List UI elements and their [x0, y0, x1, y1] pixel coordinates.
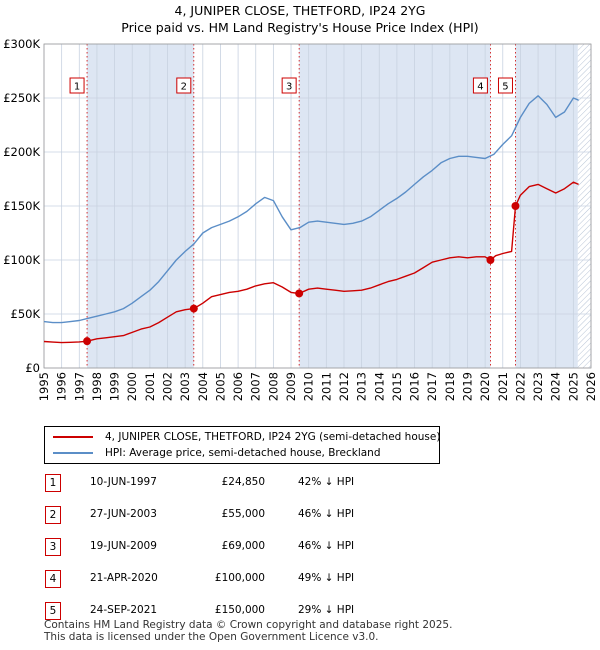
- y-tick-label: £300K: [3, 37, 40, 51]
- sale-price: £150,000: [214, 604, 265, 616]
- sale-date: 19-JUN-2009: [90, 540, 157, 552]
- sale-label-box: [281, 77, 297, 94]
- property-price-line: [43, 181, 579, 344]
- sale-label: 2: [181, 82, 187, 93]
- y-tick-label: £200K: [3, 145, 40, 159]
- x-tick-label: 2018: [443, 372, 457, 401]
- sale-hpi-diff: 29% ↓ HPI: [298, 604, 355, 616]
- sale-label: 3: [286, 82, 292, 93]
- sale-hpi-diff: 46% ↓ HPI: [298, 540, 355, 552]
- sale-date: 24-SEP-2021: [90, 604, 158, 616]
- x-tick-label: 2025: [566, 372, 580, 401]
- sale-price: £69,000: [221, 540, 265, 552]
- x-tick-label: 2020: [478, 372, 492, 401]
- x-tick-label: 2022: [513, 372, 527, 401]
- sale-number-badge: 5: [45, 602, 61, 620]
- x-tick-label: 2009: [284, 372, 298, 401]
- sale-label-box: [497, 77, 513, 94]
- sale-point: [295, 289, 304, 298]
- plot-frame: [43, 43, 592, 369]
- x-tick-label: 1998: [90, 372, 104, 401]
- footer-licence: This data is licensed under the Open Gov…: [44, 631, 379, 643]
- x-tick-label: 1996: [55, 372, 69, 401]
- x-tick-label: 2008: [266, 372, 280, 401]
- sale-point: [486, 256, 495, 264]
- sale-label-box: [176, 77, 192, 94]
- y-tick-label: £150K: [3, 199, 40, 213]
- y-tick-label: £0: [25, 361, 40, 375]
- x-tick-label: 2014: [372, 372, 386, 401]
- x-tick-label: 2006: [231, 372, 245, 401]
- sale-hpi-diff: 42% ↓ HPI: [298, 476, 355, 488]
- x-tick-label: 2010: [302, 372, 316, 401]
- title-line-2: Price paid vs. HM Land Registry's House …: [121, 20, 479, 35]
- y-tick-label: £50K: [11, 307, 41, 321]
- x-tick-label: 2000: [125, 372, 139, 401]
- title-line-1: 4, JUNIPER CLOSE, THETFORD, IP24 2YG: [174, 3, 426, 18]
- x-tick-label: 2024: [549, 372, 563, 401]
- table-row: 4 21-APR-2020 £100,000 49% ↓ HPI: [44, 570, 464, 588]
- x-tick-label: 2026: [584, 372, 598, 401]
- legend-swatch-property: [53, 436, 93, 438]
- x-tick-label: 2002: [161, 372, 175, 401]
- x-tick-label: 2019: [460, 372, 474, 401]
- table-row: 2 27-JUN-2003 £55,000 46% ↓ HPI: [44, 506, 464, 524]
- y-tick-label: £100K: [3, 253, 40, 267]
- sale-number-badge: 2: [45, 506, 61, 524]
- x-tick-label: 2016: [408, 372, 422, 401]
- table-row: 3 19-JUN-2009 £69,000 46% ↓ HPI: [44, 538, 464, 556]
- x-tick-label: 2017: [425, 372, 439, 401]
- legend: 4, JUNIPER CLOSE, THETFORD, IP24 2YG (se…: [44, 426, 440, 464]
- x-tick-label: 2015: [390, 372, 404, 401]
- x-tick-label: 1999: [108, 372, 122, 401]
- sale-label-box: [472, 77, 488, 94]
- sale-label: 4: [477, 82, 483, 93]
- x-tick-label: 2003: [178, 372, 192, 401]
- legend-label-hpi: HPI: Average price, semi-detached house,…: [105, 447, 381, 459]
- footer-copyright: Contains HM Land Registry data © Crown c…: [44, 619, 453, 631]
- table-row: 5 24-SEP-2021 £150,000 29% ↓ HPI: [44, 602, 464, 620]
- x-tick-label: 1995: [37, 372, 51, 401]
- sale-price: £100,000: [214, 572, 265, 584]
- chart-title: 4, JUNIPER CLOSE, THETFORD, IP24 2YG Pri…: [0, 2, 600, 36]
- x-tick-label: 2021: [496, 372, 510, 401]
- sale-label: 1: [74, 82, 80, 93]
- x-tick-label: 2011: [319, 372, 333, 401]
- sale-date: 27-JUN-2003: [90, 508, 157, 520]
- footer: Contains HM Land Registry data © Crown c…: [44, 619, 452, 643]
- x-tick-label: 1997: [72, 372, 86, 401]
- sale-number-badge: 3: [45, 538, 61, 556]
- x-tick-label: 2005: [213, 372, 227, 401]
- sale-date: 10-JUN-1997: [90, 476, 157, 488]
- sale-point: [83, 337, 92, 346]
- sale-price: £24,850: [221, 476, 265, 488]
- sale-point: [189, 304, 198, 313]
- legend-label-property: 4, JUNIPER CLOSE, THETFORD, IP24 2YG (se…: [105, 431, 441, 443]
- x-tick-label: 2001: [143, 372, 157, 401]
- sale-hpi-diff: 49% ↓ HPI: [298, 572, 355, 584]
- sale-number-badge: 4: [45, 570, 61, 588]
- sale-hpi-diff: 46% ↓ HPI: [298, 508, 355, 520]
- sale-price: £55,000: [221, 508, 265, 520]
- legend-swatch-hpi: [53, 452, 93, 454]
- y-tick-label: £250K: [3, 91, 40, 105]
- x-tick-label: 2023: [531, 372, 545, 401]
- sale-date: 21-APR-2020: [90, 572, 158, 584]
- x-tick-label: 2013: [355, 372, 369, 401]
- table-row: 1 10-JUN-1997 £24,850 42% ↓ HPI: [44, 474, 464, 492]
- sale-point: [511, 202, 520, 210]
- sale-label-box: [69, 77, 85, 94]
- hpi-line: [43, 95, 579, 324]
- x-tick-label: 2007: [249, 372, 263, 401]
- x-tick-label: 2004: [196, 372, 210, 401]
- x-tick-label: 2012: [337, 372, 351, 401]
- sale-number-badge: 1: [45, 474, 61, 492]
- sale-label: 5: [502, 82, 508, 93]
